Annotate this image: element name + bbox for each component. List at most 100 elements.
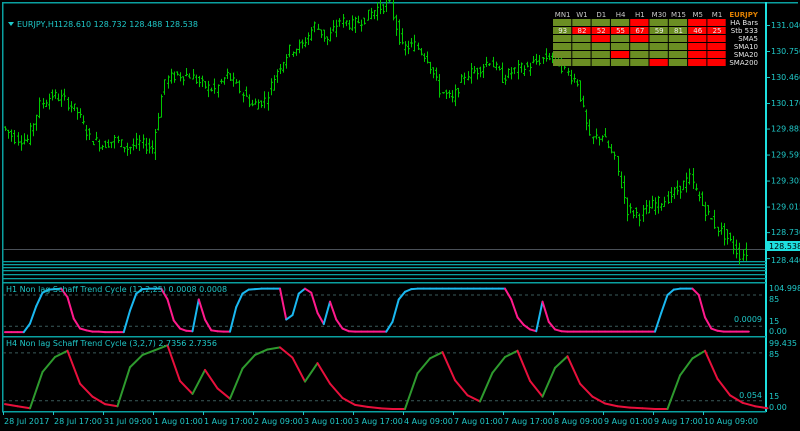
price-bar [17,132,20,146]
price-bar [104,140,107,149]
price-bar [463,72,466,85]
stc-h1-segment [704,316,713,330]
time-label: 3 Aug 01:00 [304,417,353,426]
price-bar [413,34,416,52]
ind1-85-label: 85 [769,295,779,304]
signal-cell-up [591,19,610,26]
price-bar [485,56,488,67]
price-bar [432,67,435,79]
ind1-max-label: 104.9984 [769,284,800,293]
stc-h4-segment [166,344,181,382]
indicator1-top-border[interactable] [2,282,766,284]
stc-h1-segment [160,287,169,301]
price-bar [310,27,313,41]
time-label: 2 Aug 09:00 [254,417,303,426]
signal-cell-up [630,43,649,50]
price-bar [245,86,248,97]
price-bar [620,171,623,189]
price-bar [370,7,373,20]
price-bar [207,80,210,98]
price-tick [767,258,770,260]
price-bar [448,90,451,99]
price-axis-line[interactable] [765,2,767,412]
signal-cell-down [707,51,726,58]
stc-h4-segment [479,371,494,403]
signal-cell-down [630,27,649,34]
signal-row-label: SMA5 [738,35,758,43]
stc-h1-segment [29,305,38,325]
stc-h1-segment [660,293,669,314]
price-bar [254,98,257,105]
price-bar [607,140,610,149]
triangle-down-icon[interactable] [8,22,14,26]
ind2-current-label: 0.054 [739,391,762,400]
time-label: 3 Aug 17:00 [354,417,403,426]
price-bar [192,68,195,80]
price-bar [729,232,732,242]
price-bar [7,129,10,139]
signal-cell-up [572,59,591,66]
price-bar [573,73,576,83]
price-bar [13,129,16,145]
stc-h1-segment [547,320,556,331]
stc-h4-segment [641,407,656,410]
signal-cell-up [553,59,572,66]
price-bar [442,92,445,94]
timeframe-header: MN1 [555,11,571,19]
price-bar [282,61,285,73]
indicator2-top-border[interactable] [2,336,766,338]
window-left-border [2,2,4,412]
stc-h1-segment [672,287,681,291]
signal-cell-up [630,51,649,58]
price-bar [373,10,376,20]
price-bar [204,81,207,89]
stc-h4-segment [329,382,344,400]
stc-h1-segment [504,287,513,301]
price-bar [76,107,79,120]
stc-h4-segment [266,346,281,351]
stc-h1-segment [316,311,325,326]
stc-h4-segment [91,395,106,406]
signal-value: 55 [616,27,625,35]
price-bar [638,213,641,227]
price-bar [251,99,254,107]
price-bar [398,19,401,45]
price-bar [54,89,57,99]
price-bar [435,67,438,81]
price-bar [270,78,273,96]
signal-cell-up [649,27,668,34]
price-label: 129.885 [771,125,800,134]
price-axis: 131.040 130.750 130.460 130.170 129.885 129.5… [767,21,800,265]
stc-h4-segment [516,349,531,382]
price-bar [20,135,23,151]
price-bar [429,61,432,74]
price-bar [160,94,163,118]
price-bar [298,39,301,54]
stc-h4-segment [416,357,431,375]
price-tick [767,206,770,208]
signal-value: 67 [635,27,644,35]
collapsed-subwindow-border [2,274,766,276]
price-bar [567,67,570,76]
price-bar [570,69,573,85]
stc-h4-segment [16,405,31,410]
stc-h1-segment [235,292,244,309]
price-bar [173,71,176,83]
stc-h4-segment [529,379,544,398]
price-bar [360,19,363,32]
stc-h4-segment [554,355,569,369]
price-bar [351,15,354,31]
price-bar [385,0,388,12]
window-top-border [2,2,798,4]
stc-h1-segment [654,311,663,333]
stc-h1-segment [404,288,413,293]
ind1-15-label: 15 [769,317,779,326]
price-bar [388,0,391,3]
stc-h1-segment [535,300,544,333]
price-bar [745,242,748,261]
signal-cell-down [707,19,726,26]
price-bar [479,66,482,78]
signal-cell-up [553,43,572,50]
price-bar [157,112,160,131]
